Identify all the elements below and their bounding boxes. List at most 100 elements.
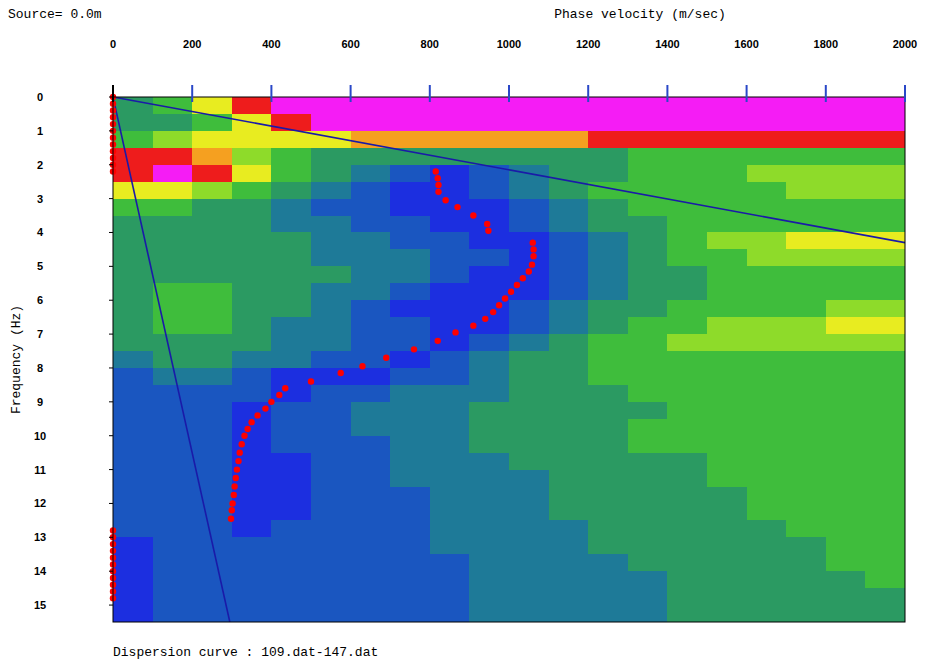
heat-cell <box>588 148 628 166</box>
heat-cell <box>232 520 272 538</box>
heat-cell <box>469 114 509 132</box>
heat-cell <box>786 114 826 132</box>
heat-cell <box>351 385 391 403</box>
heat-cell <box>747 385 787 403</box>
heat-cell <box>469 605 509 622</box>
heat-cell <box>865 588 905 606</box>
heat-cell <box>113 266 153 284</box>
heat-cell <box>469 436 509 454</box>
heat-cell <box>509 334 549 352</box>
heat-cell <box>628 114 668 132</box>
heat-cell <box>153 487 193 505</box>
heat-cell <box>390 148 430 166</box>
heat-cell <box>153 453 193 471</box>
dispersion-point <box>433 168 439 174</box>
heat-cell <box>667 419 707 437</box>
heat-cell <box>707 317 747 335</box>
heat-cell <box>469 317 509 335</box>
heat-cell <box>469 266 509 284</box>
heat-cell <box>113 554 153 572</box>
heat-cell <box>588 131 628 149</box>
heat-cell <box>509 216 549 234</box>
chart-root: 0200400600800100012001400160018002000012… <box>0 0 925 668</box>
heat-cell <box>588 334 628 352</box>
heat-cell <box>549 131 589 149</box>
heat-cell <box>153 232 193 250</box>
heat-cell <box>192 266 232 284</box>
heat-cell <box>153 283 193 301</box>
guide-line <box>113 97 230 622</box>
heat-cell <box>153 182 193 200</box>
heat-cell <box>509 317 549 335</box>
heat-cell <box>192 453 232 471</box>
heat-cell <box>351 131 391 149</box>
heat-cell <box>390 605 430 622</box>
heat-cell <box>865 503 905 521</box>
heat-cell <box>549 283 589 301</box>
heat-cell <box>865 470 905 488</box>
heat-cell <box>549 266 589 284</box>
heat-cell <box>667 266 707 284</box>
heat-cell <box>311 334 351 352</box>
y-tick-label: 3 <box>37 193 43 205</box>
heat-cell <box>271 232 311 250</box>
heat-cell <box>549 317 589 335</box>
heat-cell <box>113 317 153 335</box>
heat-cell <box>113 571 153 589</box>
heat-cell <box>311 588 351 606</box>
heat-cell <box>311 453 351 471</box>
dispersion-point <box>239 441 245 447</box>
heat-cell <box>588 283 628 301</box>
heat-cell <box>667 114 707 132</box>
x-tick <box>508 85 510 102</box>
heat-cell <box>628 283 668 301</box>
heat-cell <box>707 232 747 250</box>
heat-cell <box>826 368 866 386</box>
heat-cell <box>667 351 707 369</box>
heat-cell <box>113 148 153 166</box>
heat-cell <box>192 131 232 149</box>
dispersion-point <box>359 363 365 369</box>
heat-cell <box>549 402 589 420</box>
heat-cell <box>747 537 787 555</box>
heat-cell <box>786 385 826 403</box>
x-tick <box>746 85 748 102</box>
heat-cell <box>747 216 787 234</box>
heat-cell <box>707 419 747 437</box>
heat-cell <box>469 148 509 166</box>
y-tick <box>109 232 113 233</box>
heat-cell <box>430 334 470 352</box>
heat-cell <box>271 114 311 132</box>
heat-cell <box>192 385 232 403</box>
heat-cell <box>430 97 470 115</box>
heat-cell <box>786 453 826 471</box>
heat-cell <box>667 453 707 471</box>
heat-cell <box>153 605 193 622</box>
heat-cell <box>469 97 509 115</box>
heat-cell <box>469 520 509 538</box>
heat-cell <box>667 283 707 301</box>
dispersion-point <box>244 426 250 432</box>
heat-cell <box>113 503 153 521</box>
heat-cell <box>667 334 707 352</box>
y-tick-label: 10 <box>34 430 46 442</box>
heat-cell <box>311 232 351 250</box>
heat-cell <box>747 571 787 589</box>
heat-cell <box>351 419 391 437</box>
heat-cell <box>430 436 470 454</box>
heat-cell <box>865 249 905 267</box>
heat-cell <box>707 605 747 622</box>
heat-cell <box>390 114 430 132</box>
heat-cell <box>707 165 747 183</box>
heat-cell <box>311 182 351 200</box>
heat-cell <box>628 385 668 403</box>
heat-cell <box>113 453 153 471</box>
heat-cell <box>509 249 549 267</box>
heat-cell <box>469 385 509 403</box>
heat-cell <box>390 266 430 284</box>
heat-cell <box>707 300 747 318</box>
heat-cell <box>865 317 905 335</box>
heat-cell <box>786 334 826 352</box>
heat-cell <box>351 114 391 132</box>
heat-cell <box>430 266 470 284</box>
